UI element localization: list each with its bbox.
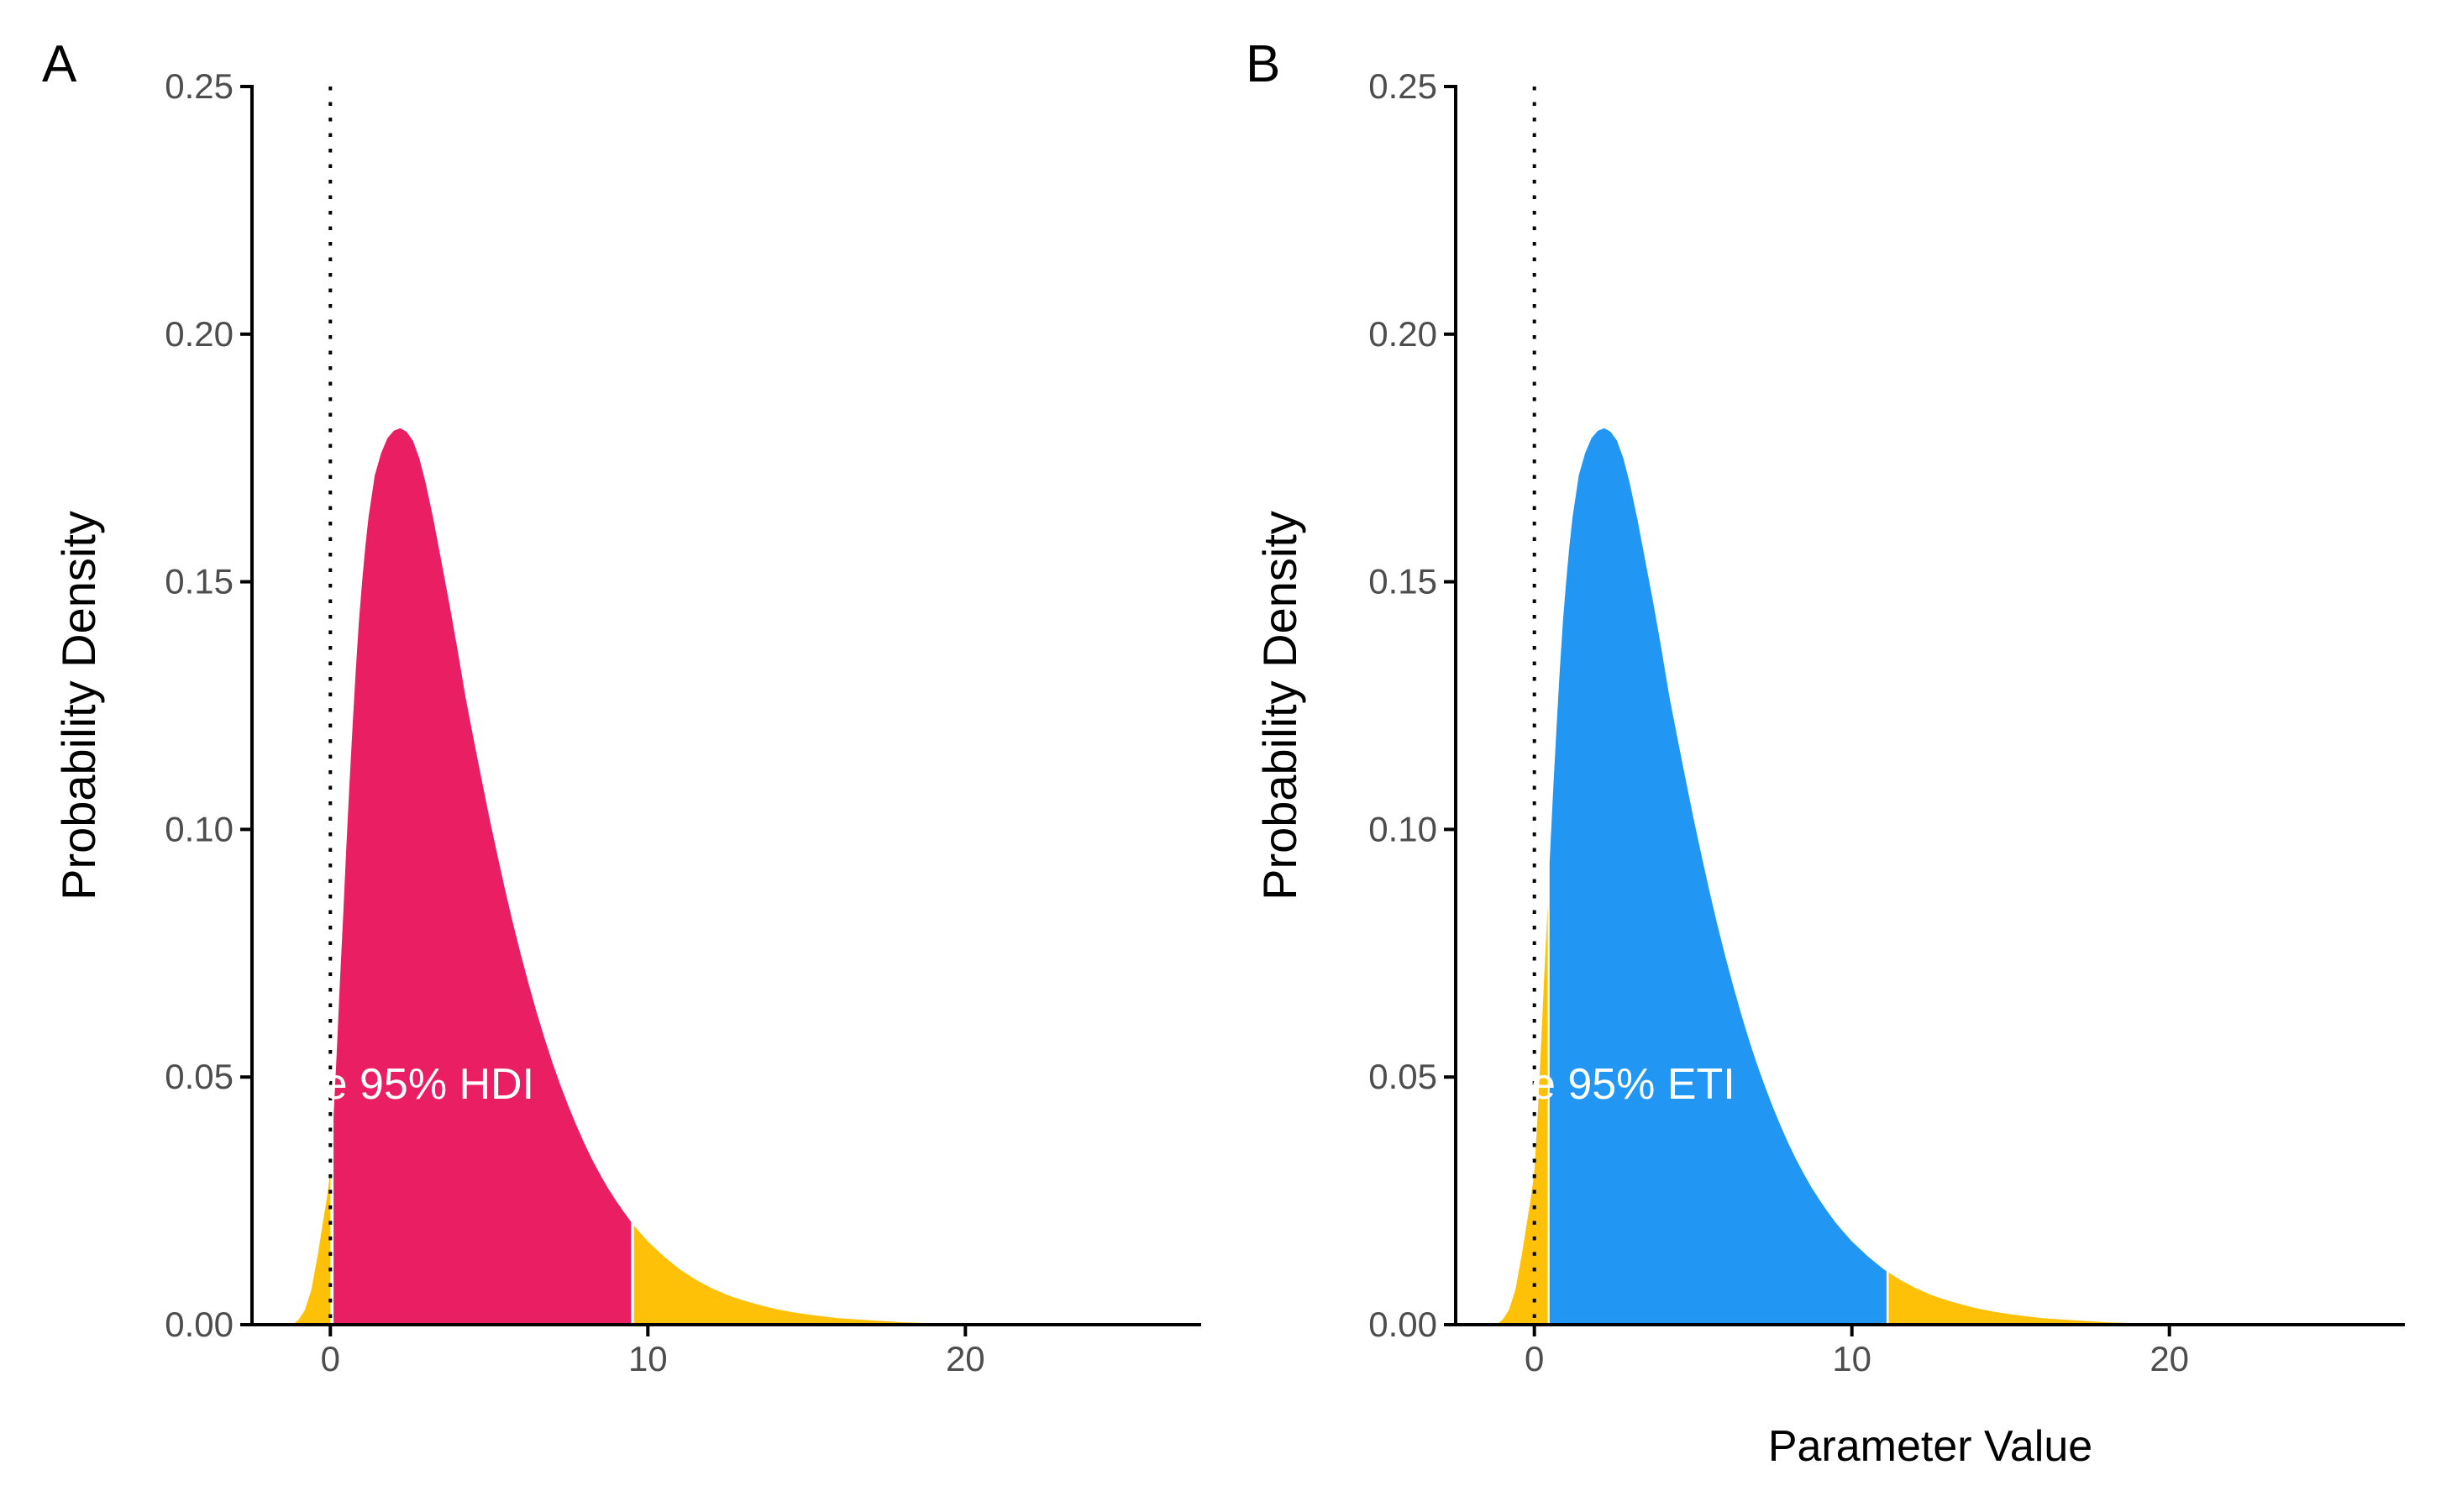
y-tick-label: 0.10	[165, 809, 234, 848]
x-tick-label: 10	[628, 1339, 668, 1378]
density-area-eti-panel-b	[1549, 428, 1887, 1325]
y-tick-label: 0.25	[165, 66, 234, 106]
y-axis-title-panel-b: Probability Density	[1253, 511, 1306, 900]
x-tick-label: 10	[1832, 1339, 1871, 1378]
y-tick-label: 0.25	[1368, 66, 1437, 106]
x-tick-label: 20	[2149, 1339, 2189, 1378]
x-axis-title: Parameter Value	[1768, 1422, 2092, 1471]
x-tick-label: 0	[1525, 1339, 1544, 1378]
y-axis-title-panel-a: Probability Density	[52, 511, 105, 900]
interval-label-hdi: The 95% HDI	[272, 1060, 534, 1109]
y-tick-label: 0.15	[1368, 562, 1437, 601]
x-tick-label: 20	[946, 1339, 985, 1378]
y-tick-label: 0.00	[1368, 1305, 1437, 1344]
y-tick-label: 0.15	[165, 562, 234, 601]
x-tick-label: 0	[321, 1339, 340, 1378]
density-area-tail-0-panel-a	[291, 1171, 331, 1325]
density-area-tail-0-panel-b	[1496, 905, 1548, 1325]
y-tick-label: 0.10	[1368, 809, 1437, 848]
y-tick-label: 0.05	[1368, 1057, 1437, 1096]
interval-label-eti: The 95% ETI	[1480, 1060, 1735, 1109]
density-area-hdi-panel-a	[333, 428, 632, 1325]
y-tick-label: 0.00	[165, 1305, 234, 1344]
density-area-tail-2-panel-a	[633, 1225, 950, 1325]
panel-tag-b: B	[1246, 35, 1280, 93]
y-tick-label: 0.20	[165, 314, 234, 354]
y-tick-label: 0.05	[165, 1057, 234, 1096]
panel-tag-a: A	[42, 35, 77, 93]
density-area-tail-2-panel-b	[1888, 1272, 2154, 1325]
y-tick-label: 0.20	[1368, 314, 1437, 354]
